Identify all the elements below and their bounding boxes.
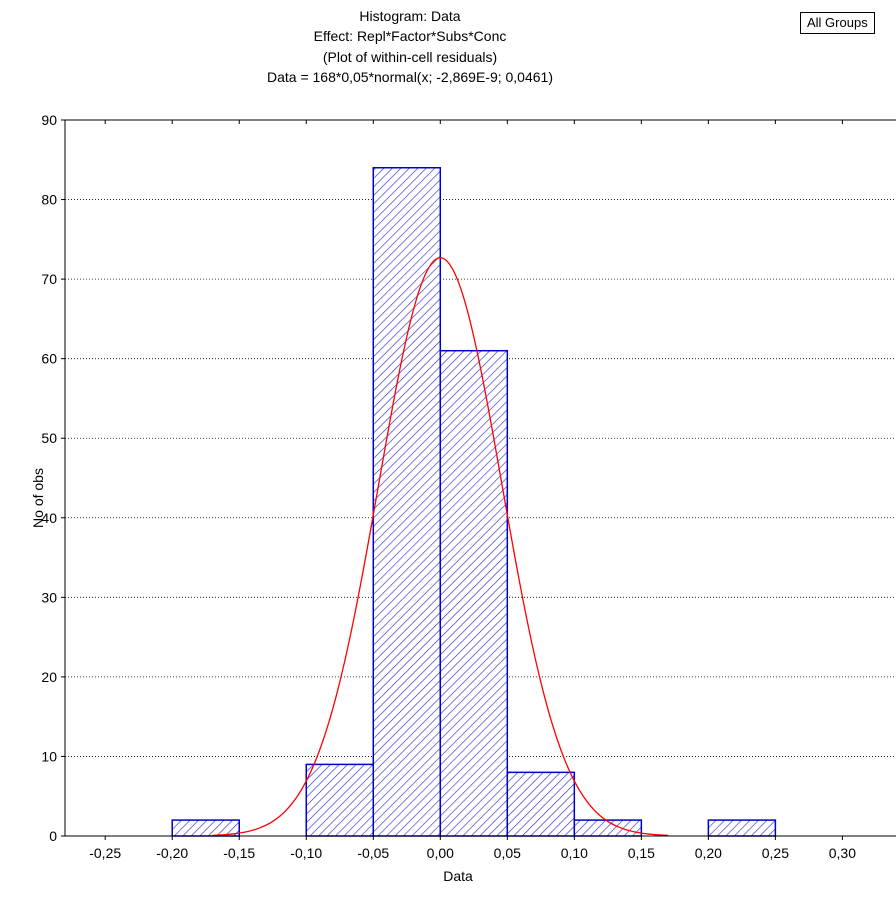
x-tick-label: 0,10 <box>561 845 588 861</box>
x-tick-label: -0,25 <box>89 845 121 861</box>
x-axis-label: Data <box>443 868 473 884</box>
y-tick-label: 40 <box>41 510 57 526</box>
normal-curve <box>212 257 669 837</box>
histogram-bar <box>506 771 576 837</box>
y-tick-label: 50 <box>41 430 57 446</box>
x-tick-label: -0,15 <box>223 845 255 861</box>
x-tick-label: -0,10 <box>290 845 322 861</box>
x-tick-label: 0,00 <box>427 845 454 861</box>
x-tick-label: 0,25 <box>762 845 789 861</box>
x-tick-label: 0,30 <box>829 845 856 861</box>
y-tick-label: 70 <box>41 271 57 287</box>
x-tick-label: -0,20 <box>156 845 188 861</box>
chart-subtitle-residuals: (Plot of within-cell residuals) <box>322 49 498 65</box>
y-tick-label: 60 <box>41 351 57 367</box>
x-tick-label: -0,05 <box>357 845 389 861</box>
x-tick-label: 0,15 <box>628 845 655 861</box>
y-tick-label: 10 <box>41 748 57 764</box>
x-tick-label: 0,20 <box>695 845 722 861</box>
y-axis-label: No of obs <box>29 468 46 528</box>
x-tick-label: 0,05 <box>494 845 521 861</box>
histogram-bar <box>707 819 777 837</box>
group-badge: All Groups <box>800 12 875 34</box>
histogram-bar <box>305 763 375 837</box>
y-tick-label: 30 <box>41 589 57 605</box>
histogram-bar <box>171 819 240 837</box>
histogram-bar <box>372 166 442 837</box>
chart-subtitle-formula: Data = 168*0,05*normal(x; -2,869E-9; 0,0… <box>266 69 553 85</box>
chart-title: Histogram: Data <box>359 8 461 24</box>
y-tick-label: 0 <box>49 828 57 844</box>
chart-subtitle-effect: Effect: Repl*Factor*Subs*Conc <box>313 28 507 44</box>
histogram-bar <box>573 819 643 837</box>
y-tick-label: 20 <box>41 669 57 685</box>
y-tick-label: 80 <box>41 192 57 208</box>
y-tick-label: 90 <box>41 112 57 128</box>
histogram-bar <box>439 349 509 837</box>
